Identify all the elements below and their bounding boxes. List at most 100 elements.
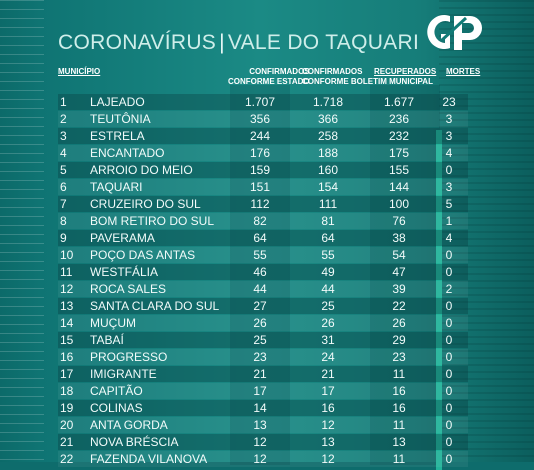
column-shade-municipal: [230, 85, 290, 465]
confirmados-municipal-value: 26: [321, 316, 335, 330]
row-number: 1: [60, 95, 67, 109]
confirmados-estado-value: 21: [253, 367, 267, 381]
row-number: 9: [60, 231, 67, 245]
title-separator: |: [219, 31, 225, 54]
row-number: 13: [60, 299, 74, 313]
recuperados-value: 39: [392, 282, 406, 296]
recuperados-value: 11: [392, 452, 406, 466]
confirmados-municipal-value: 31: [321, 333, 335, 347]
row-stripe: [58, 128, 468, 144]
row-number: 12: [60, 282, 74, 296]
recuperados-value: 236: [388, 112, 410, 126]
confirmados-estado-value: 12: [253, 435, 267, 449]
recuperados-value: 175: [388, 146, 410, 160]
municipio-name: Cruzeiro do Sul: [90, 197, 201, 211]
row-stripe: [58, 230, 468, 246]
row-number: 18: [60, 384, 74, 398]
municipio-name: Fazenda Vilanova: [90, 452, 208, 466]
table-row: 14 Muçum 26 26 26 0: [58, 315, 468, 332]
row-number: 8: [60, 214, 67, 228]
row-number: 4: [60, 146, 67, 160]
recuperados-value: 1.677: [383, 95, 415, 109]
recuperados-value: 155: [388, 163, 410, 177]
row-number: 2: [60, 112, 67, 126]
municipio-name: Westfália: [90, 265, 159, 279]
confirmados-municipal-value: 160: [317, 163, 339, 177]
row-number: 17: [60, 367, 74, 381]
row-number: 16: [60, 350, 74, 364]
table-row: 20 Anta Gorda 13 12 11 0: [58, 417, 468, 434]
confirmados-estado-value: 25: [253, 333, 267, 347]
confirmados-municipal-value: 25: [321, 299, 335, 313]
row-stripe: [58, 162, 468, 178]
recuperados-value: 22: [392, 299, 406, 313]
recuperados-value: 11: [392, 367, 406, 381]
municipio-name: Estrela: [90, 129, 145, 143]
row-stripe: [58, 179, 468, 195]
row-number: 11: [60, 265, 73, 279]
confirmados-estado-value: 151: [249, 180, 271, 194]
table-row: 5 Arroio do Meio 159 160 155 0: [58, 162, 468, 179]
confirmados-municipal-value: 44: [321, 282, 335, 296]
table-row: 21 Nova Bréscia 12 13 13 0: [58, 434, 468, 451]
confirmados-municipal-value: 24: [321, 350, 335, 364]
confirmados-municipal-value: 64: [321, 231, 335, 245]
mortes-value: 0: [445, 367, 453, 381]
mortes-value: 3: [445, 129, 453, 143]
confirmados-estado-value: 356: [249, 112, 271, 126]
recuperados-value: 144: [388, 180, 410, 194]
page-title: CORONAVÍRUS | VALE DO TAQUARI: [58, 31, 419, 55]
column-shade-recuperados: [370, 85, 440, 465]
row-stripe: [58, 111, 468, 127]
row-stripe: [58, 213, 468, 229]
confirmados-municipal-value: 55: [321, 248, 335, 262]
confirmados-estado-value: 64: [253, 231, 267, 245]
data-table: 1 Lajeado 1.707 1.718 1.677 23 2 Teutônia 356 366…: [58, 94, 468, 468]
table-row: 1 Lajeado 1.707 1.718 1.677 23: [58, 94, 468, 111]
row-stripe: [58, 298, 468, 314]
title-part2: VALE DO TAQUARI: [227, 31, 420, 54]
municipio-name: Encantado: [90, 146, 165, 160]
municipio-name: Santa Clara do Sul: [90, 299, 220, 313]
row-stripe: [58, 434, 468, 450]
header-recuperados: RECUPERADOS: [374, 67, 437, 76]
mortes-value: 0: [445, 333, 453, 347]
confirmados-estado-value: 17: [253, 384, 267, 398]
header-confirmados-municipal: CONFIRMADOS CONFORME BOLETIM MUNICIPAL: [302, 67, 433, 86]
table-row: 22 Fazenda Vilanova 12 12 11 0: [58, 451, 468, 468]
confirmados-municipal-value: 111: [318, 197, 338, 211]
table-row: 17 Imigrante 21 21 11 0: [58, 366, 468, 383]
row-stripe: [58, 264, 468, 280]
table-row: 9 Paverama 64 64 38 4: [58, 230, 468, 247]
municipio-name: Teutônia: [90, 112, 151, 126]
recuperados-value: 47: [392, 265, 406, 279]
mortes-value: 0: [445, 248, 453, 262]
row-number: 15: [60, 333, 74, 347]
row-number: 7: [60, 197, 67, 211]
municipio-name: Progresso: [90, 350, 168, 364]
table-row: 7 Cruzeiro do Sul 112 111 100 5: [58, 196, 468, 213]
table-row: 3 Estrela 244 258 232 3: [58, 128, 468, 145]
background-art: [439, 0, 534, 462]
recuperados-value: 232: [388, 129, 410, 143]
header-confirmados-estado: CONFIRMADOS CONFORME ESTADO: [228, 67, 310, 86]
mortes-value: 0: [445, 418, 453, 432]
confirmados-municipal-value: 16: [321, 401, 335, 415]
table-row: 4 Encantado 176 188 175 4: [58, 145, 468, 162]
recuperados-value: 76: [392, 214, 406, 228]
confirmados-estado-value: 55: [253, 248, 267, 262]
municipio-name: Muçum: [90, 316, 136, 330]
confirmados-estado-value: 159: [249, 163, 271, 177]
mortes-value: 23: [442, 95, 456, 109]
recuperados-value: 13: [392, 435, 406, 449]
municipio-name: Arroio do Meio: [90, 163, 193, 177]
recuperados-value: 29: [392, 333, 406, 347]
confirmados-municipal-value: 188: [317, 146, 339, 160]
title-part1: CORONAVÍRUS: [58, 31, 217, 54]
column-accent: [436, 130, 442, 470]
confirmados-municipal-value: 12: [321, 418, 335, 432]
municipio-name: Paverama: [90, 231, 155, 245]
confirmados-estado-value: 27: [253, 299, 267, 313]
mortes-value: 5: [445, 197, 453, 211]
